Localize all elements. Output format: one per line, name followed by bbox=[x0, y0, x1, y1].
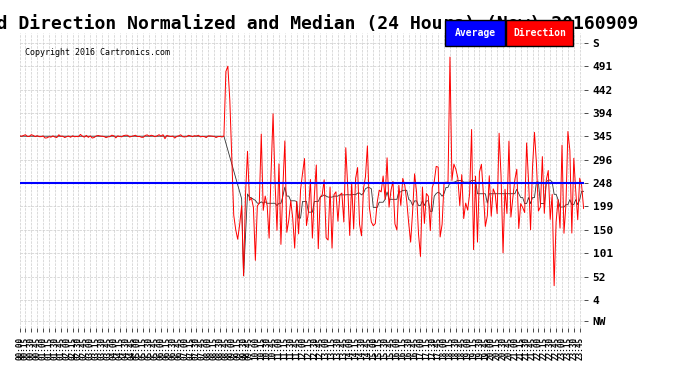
FancyBboxPatch shape bbox=[446, 20, 504, 46]
Title: Wind Direction Normalized and Median (24 Hours) (New) 20160909: Wind Direction Normalized and Median (24… bbox=[0, 15, 639, 33]
FancyBboxPatch shape bbox=[506, 20, 573, 46]
Text: Direction: Direction bbox=[513, 28, 566, 38]
Text: Average: Average bbox=[455, 28, 495, 38]
Text: Copyright 2016 Cartronics.com: Copyright 2016 Cartronics.com bbox=[25, 48, 170, 57]
